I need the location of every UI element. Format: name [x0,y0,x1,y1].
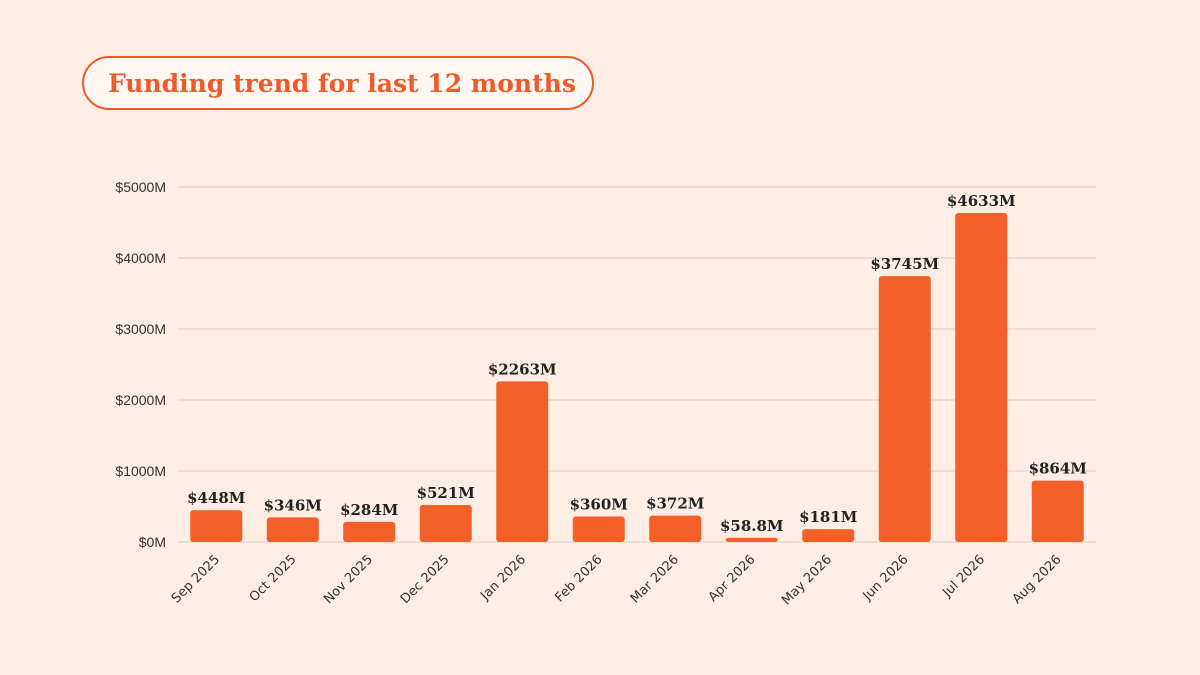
bar [802,529,855,542]
bar-value-label: $864M [1029,460,1087,478]
y-tick-label: $3000M [115,321,166,337]
bar [343,521,396,542]
y-tick-label: $4000M [115,250,166,266]
bar-value-label: $181M [799,508,857,526]
x-category-label: Jun 2026 [860,552,912,604]
bar-value-label: $284M [340,501,398,519]
y-tick-label: $0M [139,534,166,550]
bar [496,381,549,542]
bar [955,213,1008,542]
bar [725,537,778,542]
y-tick-label: $5000M [115,179,166,195]
x-category-label: Aug 2026 [1010,552,1065,607]
bar [878,276,931,542]
x-category-label: May 2026 [779,552,835,608]
bar-value-label: $372M [646,495,704,513]
y-tick-label: $2000M [115,392,166,408]
bar [419,505,472,542]
bar [649,515,702,542]
x-category-label: Nov 2025 [321,552,376,607]
bar-value-label: $360M [570,495,628,513]
x-category-label: Mar 2026 [628,552,682,606]
bar [190,510,243,542]
chart-title: Funding trend for last 12 months [108,68,576,98]
x-category-label: Jan 2026 [477,552,529,604]
bar [1031,480,1084,542]
x-category-label: Feb 2026 [552,552,605,605]
x-category-label: Dec 2025 [398,552,453,607]
x-category-label: Oct 2025 [247,552,300,605]
bar-value-label: $521M [417,484,475,502]
bar-value-label: $58.8M [720,517,784,535]
bar-value-label: $3745M [870,255,939,273]
chart-title-badge: Funding trend for last 12 months [82,56,594,110]
x-category-label: Apr 2026 [706,552,759,605]
x-category-label: Jul 2026 [939,552,988,601]
bar-value-label: $448M [187,489,245,507]
x-category-label: Sep 2025 [169,552,223,606]
bar [572,516,625,542]
y-tick-label: $1000M [115,463,166,479]
bar-value-label: $346M [264,496,322,514]
bar [266,517,319,542]
bar-value-label: $2263M [488,360,557,378]
bar-value-label: $4633M [947,192,1016,210]
